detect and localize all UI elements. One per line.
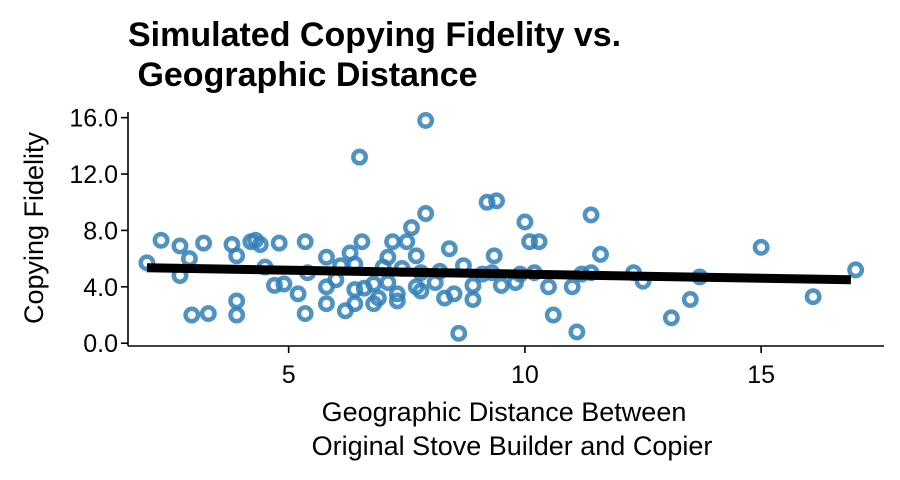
scatter-point [199,305,217,323]
scatter-point [488,192,505,210]
scatter-point [388,292,406,310]
scatter-point [412,282,430,300]
scatter-point [270,234,288,252]
scatter-point [403,219,420,237]
scatter-point [540,278,557,296]
scatter-point [492,276,510,294]
scatter-point [365,275,383,293]
scatter-point [592,245,609,263]
scatter-point [847,261,865,279]
x-axis-label-line-2: Original Stove Builder and Copier [312,431,713,461]
y-tick-label: 16.0 [69,105,118,133]
scatter-point [563,278,581,296]
scatter-point [275,275,293,293]
scatter-point [379,248,397,266]
scatter-point [369,289,387,307]
scatter-point [398,233,416,251]
scatter-point [228,306,246,324]
x-axis-ticks: 5 10 15 [282,346,775,389]
scatter-point [521,233,539,251]
scatter-point [296,233,314,251]
scatter-point [417,112,435,129]
scatter-point [183,306,201,324]
x-axis-label-line-1: Geographic Distance Between [322,397,687,427]
scatter-point [180,250,198,268]
scatter-point [266,276,283,294]
scatter-point [752,238,770,256]
scatter-point [568,323,586,341]
scatter-point [346,295,364,313]
scatter-point [346,281,364,299]
scatter-point [407,247,425,265]
scatter-point [417,205,435,222]
scatter-point [485,247,503,265]
points-layer [138,112,865,342]
scatter-point [228,292,246,310]
scatter-point [450,324,468,342]
y-tick-label: 4.0 [83,274,118,302]
chart-title-line-2: Geographic Distance [128,56,478,94]
scatter-point [195,234,213,252]
fit-line-layer [146,263,852,285]
y-tick-label: 8.0 [83,217,118,245]
scatter-point [152,231,170,249]
scatter-point [662,309,680,327]
scatter-point [289,285,307,303]
trend-line [146,263,852,285]
scatter-point [464,291,482,308]
scatter-point [440,240,458,258]
scatter-point [228,247,246,265]
x-tick-label: 15 [747,361,775,389]
scatter-point [582,206,600,224]
y-tick-label: 0.0 [83,330,118,358]
scatter-point [379,274,397,292]
scatter-point [351,148,368,166]
y-tick-label: 12.0 [69,161,118,189]
scatter-point [318,248,335,266]
scatter-point [516,213,534,231]
scatter-point [353,233,371,251]
scatter-point [530,233,548,251]
scatter-point [478,193,496,211]
scatter-point [388,285,406,303]
scatter-point [171,237,189,255]
scatter-point [384,233,402,251]
scatter-point [681,291,699,308]
scatter-point [544,306,562,324]
x-tick-label: 5 [282,361,296,389]
scatter-point [445,285,463,303]
scatter-point [318,295,335,313]
y-axis-label: Copying Fidelity [19,131,49,324]
chart-title-line-1: Simulated Copying Fidelity vs. [128,16,621,54]
y-axis-ticks: 0.0 4.0 8.0 12.0 16.0 [69,105,128,358]
x-tick-label: 10 [511,361,539,389]
scatter-point [296,305,314,323]
scatter-point [804,288,822,306]
scatter-point [464,276,482,294]
scatter-point [251,236,269,253]
